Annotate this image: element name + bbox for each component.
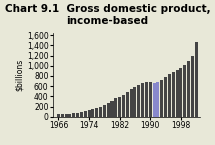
Bar bbox=[168, 74, 171, 117]
Bar bbox=[195, 42, 198, 117]
Bar bbox=[99, 107, 102, 117]
Bar bbox=[179, 68, 182, 117]
Bar bbox=[114, 98, 117, 117]
Bar bbox=[88, 110, 91, 117]
Bar bbox=[141, 83, 144, 117]
Bar bbox=[72, 113, 75, 117]
Bar bbox=[68, 114, 71, 117]
Bar bbox=[183, 65, 186, 117]
Bar bbox=[118, 97, 121, 117]
Bar bbox=[172, 72, 175, 117]
Bar bbox=[91, 109, 94, 117]
Bar bbox=[80, 112, 83, 117]
Bar bbox=[84, 111, 87, 117]
Bar bbox=[137, 85, 140, 117]
Bar bbox=[134, 87, 137, 117]
Bar bbox=[164, 77, 167, 117]
Bar bbox=[149, 82, 152, 117]
Bar bbox=[153, 83, 156, 117]
Bar bbox=[57, 114, 60, 117]
Bar bbox=[156, 82, 160, 117]
Text: Chart 9.1  Gross domestic product,
income-based: Chart 9.1 Gross domestic product, income… bbox=[5, 4, 210, 26]
Bar bbox=[64, 114, 68, 117]
Bar bbox=[103, 105, 106, 117]
Bar bbox=[175, 70, 179, 117]
Bar bbox=[130, 89, 133, 117]
Bar bbox=[76, 113, 79, 117]
Bar bbox=[126, 92, 129, 117]
Bar bbox=[145, 82, 148, 117]
Bar bbox=[111, 101, 114, 117]
Bar bbox=[95, 108, 98, 117]
Bar bbox=[187, 61, 190, 117]
Bar bbox=[160, 80, 163, 117]
Bar bbox=[122, 95, 125, 117]
Y-axis label: $billions: $billions bbox=[15, 59, 24, 91]
Bar bbox=[191, 56, 194, 117]
Bar bbox=[61, 114, 64, 117]
Bar bbox=[107, 103, 110, 117]
